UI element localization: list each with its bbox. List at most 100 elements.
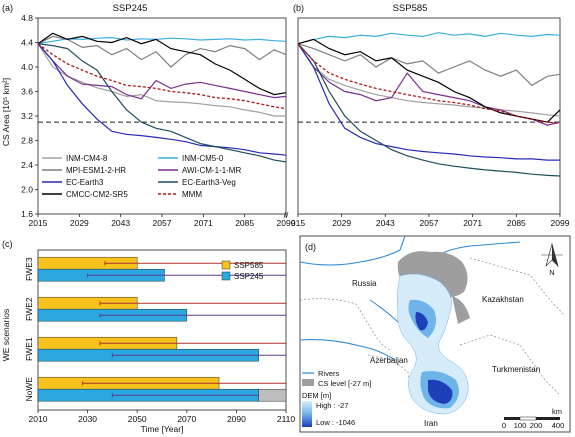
legend-dem-high: High : -27 [316, 401, 349, 410]
south-basin-deep [428, 379, 453, 404]
axis-break-mark: // [284, 210, 289, 220]
river-volga [299, 235, 406, 266]
pa-ytick-label: 4.4 [21, 38, 33, 48]
legend-label-inm-cm5-0: INM-CM5-0 [182, 154, 224, 163]
legend-label-mpi-esm1-2-hr: MPI-ESM1-2-HR [66, 166, 126, 175]
legend-label-cmcc-cm2-sr5: CMCC-CM2-SR5 [66, 190, 128, 199]
pa-ytick-label: 2.0 [21, 185, 33, 195]
pa-ytick-label: 4.0 [21, 62, 33, 72]
pa-series-mpi-esm1-2-hr [37, 35, 287, 68]
legend-cs-swatch [302, 379, 314, 386]
label-turkmenistan: Turkmenistan [492, 365, 540, 374]
pb-xtick-label: 2043 [376, 218, 395, 228]
pa-xtick-label: 2099 [277, 218, 296, 228]
pa-ytick-label: 1.6 [21, 209, 33, 219]
legend-label-mmm: MMM [182, 190, 202, 199]
pc-xtick-label: 2050 [128, 414, 147, 424]
panel-c-xlabel: Time [Year] [141, 424, 184, 434]
pa-series-ec-earth3 [37, 43, 287, 156]
pa-series-inm-cm4-8 [37, 43, 286, 117]
pb-series-ec-earth3 [297, 43, 560, 161]
label-russia: Russia [352, 279, 377, 288]
north-arrow-icon: N [541, 242, 563, 277]
scale-unit: km [552, 407, 562, 416]
pb-xtick-label: 2057 [420, 218, 439, 228]
panel-b-chart: (b) SSP585 015 2029 2043 2057 2071 2085 2099 [291, 3, 570, 228]
pa-xtick-label: 2071 [194, 218, 213, 228]
legend-cs-level: CS level [-27 m] [318, 379, 371, 388]
pb-series-awi-cm-1-1-mr [297, 43, 561, 126]
pa-xtick-label: 2043 [111, 218, 130, 228]
map-scale-bar: 0 100 200 400 km [502, 407, 564, 430]
panel-a-label: (a) [2, 3, 13, 13]
middle-basin-deep [415, 312, 428, 331]
river-terek [369, 299, 399, 323]
cs-level-area-kara-bogaz [452, 296, 470, 324]
panel-b-title: SSP585 [393, 3, 428, 14]
pb-series-mpi-esm1-2-hr [297, 43, 561, 87]
category-label-fwe2: FWE2 [24, 297, 34, 321]
legend-dem-ramp [302, 401, 312, 427]
pa-ytick-label: 4.8 [21, 13, 33, 23]
legend-swatch-ssp245 [221, 271, 231, 281]
pb-series-inm-cm5-0 [297, 32, 561, 45]
panel-d-map: (d) Russia Kazakhstan Azerbaijan Turkmen… [299, 235, 571, 433]
scale-tick-100: 100 [514, 421, 527, 430]
pa-xtick-label: 2029 [70, 218, 89, 228]
category-label-fwe1: FWE1 [24, 337, 34, 361]
panel-d-label: (d) [305, 242, 316, 252]
pa-series-inm-cm5-0 [37, 36, 287, 45]
pc-xtick-label: 2070 [177, 414, 196, 424]
legend-dem-low: Low : -1046 [316, 418, 355, 427]
pc-xtick-label: 2030 [78, 414, 97, 424]
pa-series-mmm [37, 43, 287, 110]
category-label-nowe: NoWE [24, 377, 34, 402]
panel-c-label: (c) [2, 239, 13, 249]
pb-xtick-label: 2099 [551, 218, 570, 228]
legend-dem-title: DEM [m] [302, 391, 331, 400]
pa-series-ec-earth3-veg [37, 43, 287, 163]
panel-a-legend: INM-CM4-8 INM-CM5-0 MPI-ESM1-2-HR AWI-CM-1-… [42, 154, 241, 199]
pa-ytick-label: 3.2 [21, 111, 33, 121]
pc-xtick-label: 2110 [277, 414, 296, 424]
border-turkmenistan [459, 334, 561, 396]
label-kazakhstan: Kazakhstan [482, 295, 524, 304]
pc-xtick-label: 2010 [29, 414, 48, 424]
north-label: N [549, 268, 554, 277]
pb-series-cmcc-cm2-sr5 [297, 38, 561, 123]
legend-label-inm-cm4-8: INM-CM4-8 [66, 154, 108, 163]
panel-c-ylabel: WE scenarios [1, 309, 11, 361]
legend-swatch-ssp585 [221, 260, 231, 270]
pa-ytick-label: 2.8 [21, 136, 33, 146]
scale-tick-0: 0 [502, 421, 506, 430]
pa-ytick-label: 2.4 [21, 160, 33, 170]
panel-c-frame [37, 249, 287, 411]
legend-label-ec-earth3-veg: EC-Earth3-Veg [182, 178, 236, 187]
legend-label-awi-cm-1-1-mr: AWI-CM-1-1-MR [182, 166, 241, 175]
pa-series-awi-cm-1-1-mr [37, 43, 287, 100]
pa-xtick-label: 2057 [153, 218, 172, 228]
border-kazakhstan [469, 257, 566, 317]
pb-series-mmm [297, 43, 561, 124]
pb-xtick-label: 2029 [332, 218, 351, 228]
label-iran: Iran [424, 419, 438, 428]
legend-rivers: Rivers [318, 369, 340, 378]
pb-xtick-label: 2085 [507, 218, 526, 228]
pb-series-inm-cm4-8 [297, 43, 561, 117]
legend-label-ssp245: SSP245 [234, 272, 264, 281]
map-legend: Rivers CS level [-27 m] DEM [m] High : -… [302, 369, 371, 427]
panel-b-label: (b) [293, 3, 304, 13]
panel-a-chart: (a) SSP245 CS Area [10⁵ km²] 1.6 2.0 2.4 2.… [1, 3, 296, 228]
legend-label-ssp585: SSP585 [234, 261, 264, 270]
legend-label-ec-earth3: EC-Earth3 [66, 178, 104, 187]
pc-xtick-label: 2090 [227, 414, 246, 424]
scale-tick-200: 200 [530, 421, 543, 430]
bar-nowe-ssp245-beyond [258, 388, 287, 402]
scale-tick-400: 400 [552, 421, 565, 430]
pa-xtick-label: 2085 [235, 218, 254, 228]
pa-ytick-label: 3.6 [21, 87, 33, 97]
river-kura [299, 339, 396, 361]
panel-c-chart: (c) WE scenarios FWE3 FWE2 FWE1 NoWE 2010 20… [1, 239, 295, 434]
panel-a-title: SSP245 [113, 3, 148, 14]
